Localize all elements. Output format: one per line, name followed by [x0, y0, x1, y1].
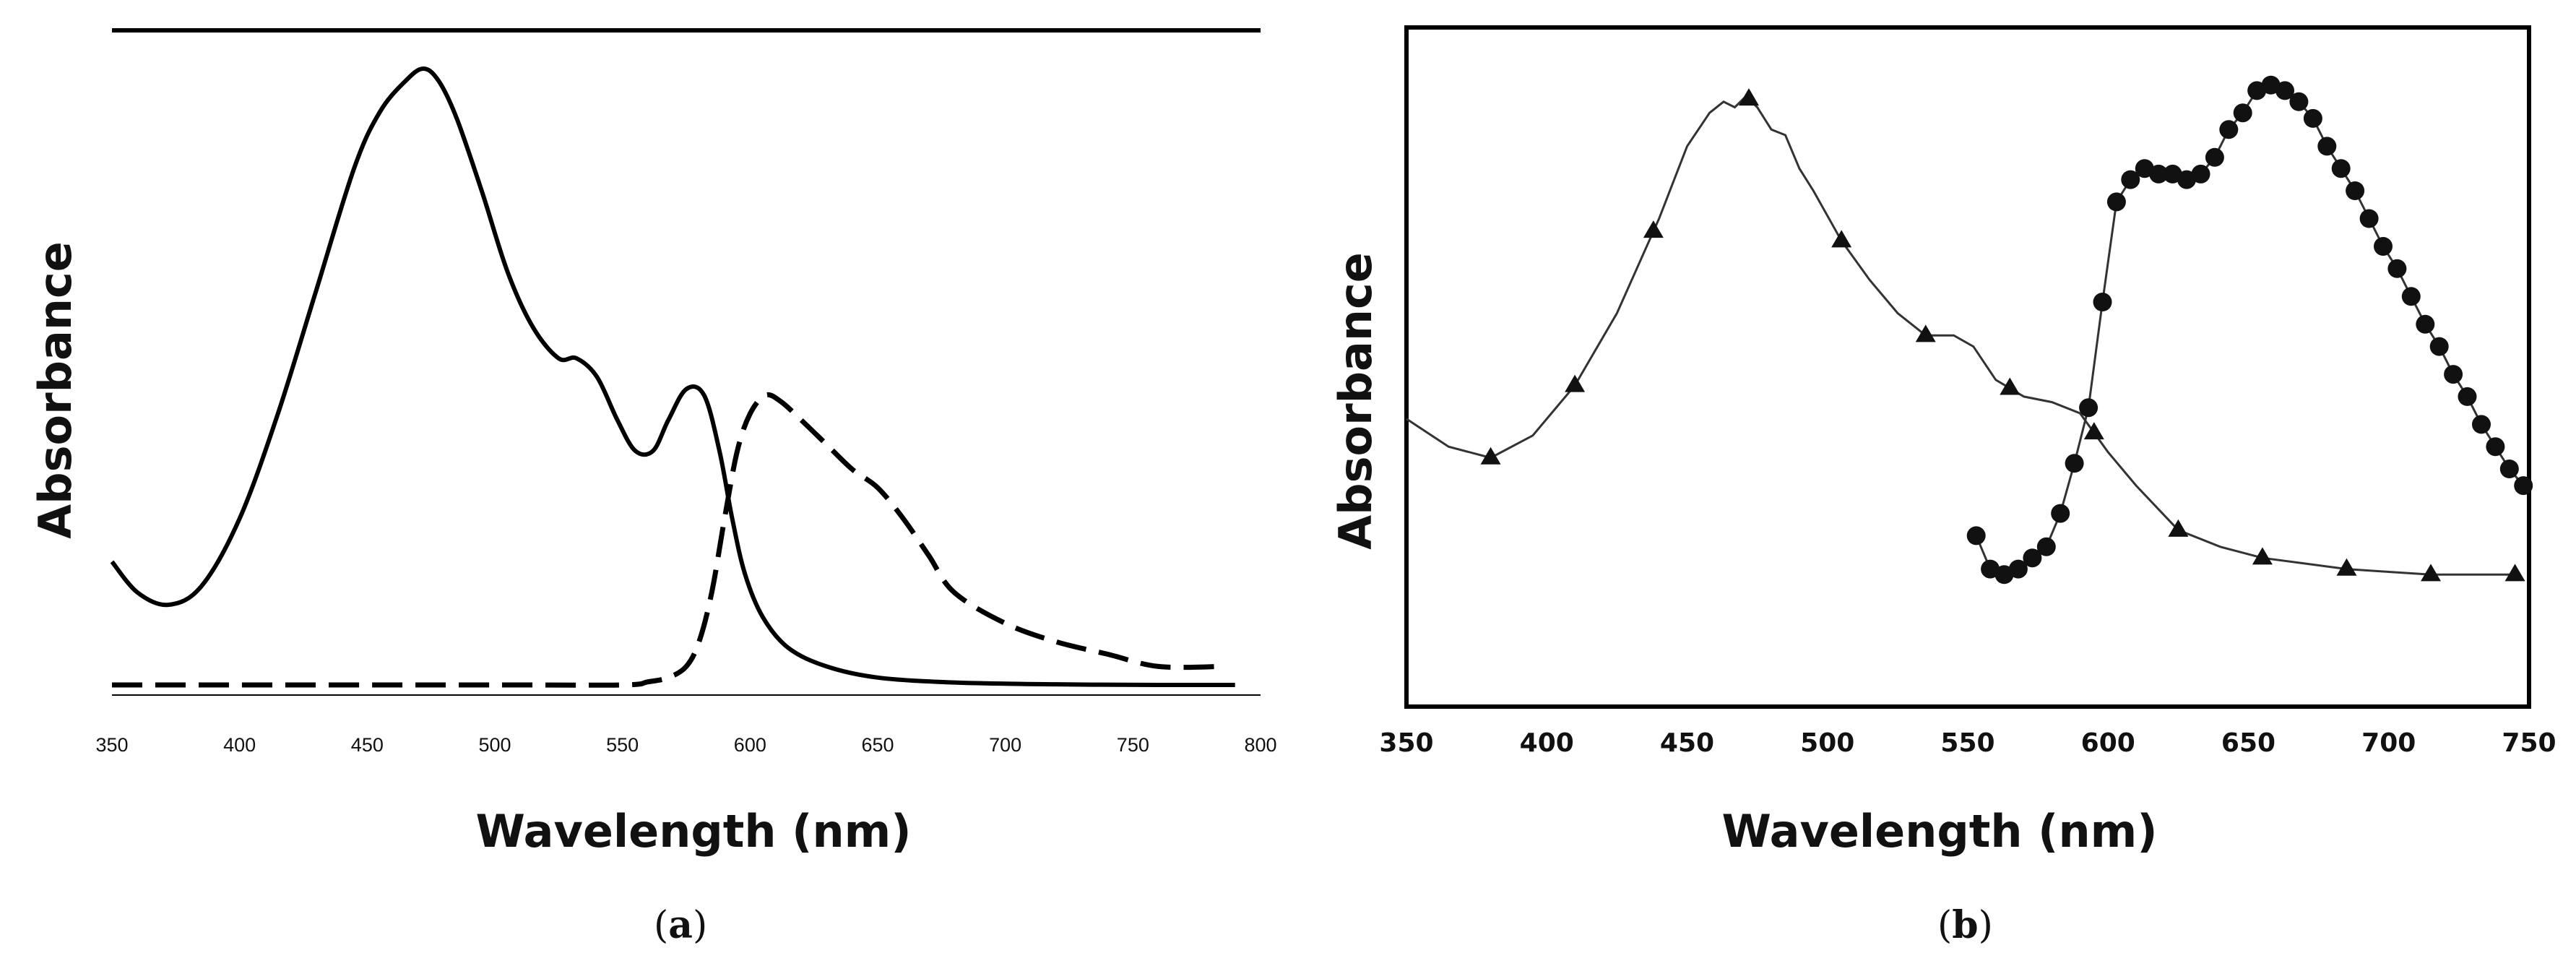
panel-b-circle-marker [2458, 387, 2477, 406]
panel-b-triangle-marker [2504, 564, 2525, 582]
panel-b-circle-marker [2374, 237, 2393, 256]
panel-a-ylabel: Absorbance [29, 241, 82, 539]
panel-b-circle-marker [2331, 159, 2351, 178]
panel-b-circle-marker [2359, 209, 2379, 228]
panel-b-triangle-marker [2336, 558, 2357, 576]
panel-a: 350 400 450 500 550 600 650 700 750 800 Absorbanc… [29, 28, 1277, 947]
panel-a-x-tick-label: 800 [1244, 734, 1276, 756]
panel-b-circle-marker [2023, 548, 2042, 568]
panel-b-triangle-marker [1643, 220, 1664, 238]
panel-a-series-solid [110, 66, 1235, 688]
panel-b-circle-marker [2233, 103, 2252, 123]
panel-b-triangle-marker [2083, 422, 2104, 440]
panel-b-circle-marker [2472, 415, 2491, 434]
panel-b-triangle-marker [1565, 374, 1586, 392]
panel-b-triangle-marker [1831, 230, 1852, 248]
panel-b-x-tick-label: 700 [2361, 728, 2416, 758]
panel-b-frame [1404, 25, 2531, 709]
panel-b-circle-marker [2499, 460, 2519, 478]
panel-b-circle-marker [2219, 120, 2239, 139]
panel-b-series-triangles-line [1406, 94, 2515, 576]
panel-a-x-tick-label: 550 [606, 734, 639, 756]
panel-b-circle-marker [1966, 526, 1986, 545]
panel-a-x-tick-label: 450 [351, 734, 384, 756]
panel-b-circle-marker [2444, 365, 2463, 384]
panel-b-circle-marker [2093, 293, 2112, 311]
panel-b-series-circles-line [1975, 84, 2525, 576]
panel-b-triangle-marker [1480, 447, 1501, 465]
panel-b-circle-marker [2346, 181, 2365, 200]
panel-b: 350 400 450 500 550 600 650 700 750 Absorbance W… [1329, 25, 2556, 947]
panel-b-circle-marker [2205, 147, 2224, 167]
panel-a-x-tick-label: 400 [223, 734, 256, 756]
panel-b-caption-letter: b [1952, 903, 1978, 947]
panel-b-circle-marker [2149, 164, 2169, 184]
panel-a-caption: (a) [654, 903, 707, 947]
panel-b-circle-marker [2317, 137, 2337, 156]
panel-b-x-tick-label: 500 [1800, 728, 1854, 758]
panel-b-circle-marker [2079, 398, 2099, 418]
panel-b-xlabel: Wavelength (nm) [1721, 805, 2157, 858]
panel-b-circle-marker [2036, 537, 2056, 556]
panel-b-x-tick-label: 450 [1660, 728, 1714, 758]
panel-b-circle-marker [2429, 337, 2449, 356]
panel-b-circle-marker [2008, 559, 2028, 579]
panel-a-caption-letter: a [668, 903, 693, 947]
panel-b-circle-marker [2401, 287, 2421, 306]
panel-b-circle-marker [2275, 81, 2294, 100]
panel-b-x-tick-label: 750 [2502, 728, 2556, 758]
panel-b-circle-marker [2303, 108, 2322, 128]
panel-b-x-tick-label: 400 [1520, 728, 1574, 758]
panel-b-triangle-marker [2000, 377, 2020, 395]
panel-b-triangle-marker [2252, 547, 2273, 565]
panel-a-x-tick-label: 500 [478, 734, 511, 756]
panel-b-x-tick-label: 600 [2081, 728, 2135, 758]
panel-b-circle-marker [2416, 314, 2435, 334]
panel-a-x-tick-label: 350 [95, 734, 128, 756]
panel-b-circle-marker [2051, 504, 2070, 523]
panel-a-x-tick-label: 750 [1117, 734, 1149, 756]
panel-b-ylabel: Absorbance [1329, 252, 1382, 550]
panel-b-x-tick-label: 650 [2221, 728, 2275, 758]
panel-b-caption: (b) [1937, 903, 1993, 947]
panel-b-triangle-marker [2421, 564, 2442, 582]
panel-b-circle-marker [2121, 170, 2140, 189]
panel-b-circle-marker [2191, 164, 2210, 184]
panel-a-x-tick-label: 600 [734, 734, 766, 756]
panel-b-circle-marker [2065, 454, 2084, 473]
panel-b-x-tick-label: 550 [1940, 728, 1994, 758]
panel-b-circle-marker [2106, 192, 2126, 212]
panel-a-series-dashed [112, 392, 1223, 688]
panel-b-x-tick-label: 350 [1379, 728, 1433, 758]
panel-b-circle-marker [2177, 170, 2196, 189]
panel-b-circle-marker [2289, 92, 2309, 111]
panel-b-circle-marker [2514, 476, 2533, 496]
panel-b-triangle-marker [2168, 519, 2189, 537]
panel-a-xlabel: Wavelength (nm) [475, 805, 911, 858]
panel-b-triangle-marker [1738, 88, 1759, 106]
panel-a-x-tick-label: 650 [861, 734, 894, 756]
panel-a-x-tick-label: 700 [989, 734, 1021, 756]
panel-b-circle-marker [2486, 437, 2505, 457]
panel-b-circle-marker [2387, 259, 2407, 278]
panel-b-triangle-marker [1915, 324, 1936, 342]
